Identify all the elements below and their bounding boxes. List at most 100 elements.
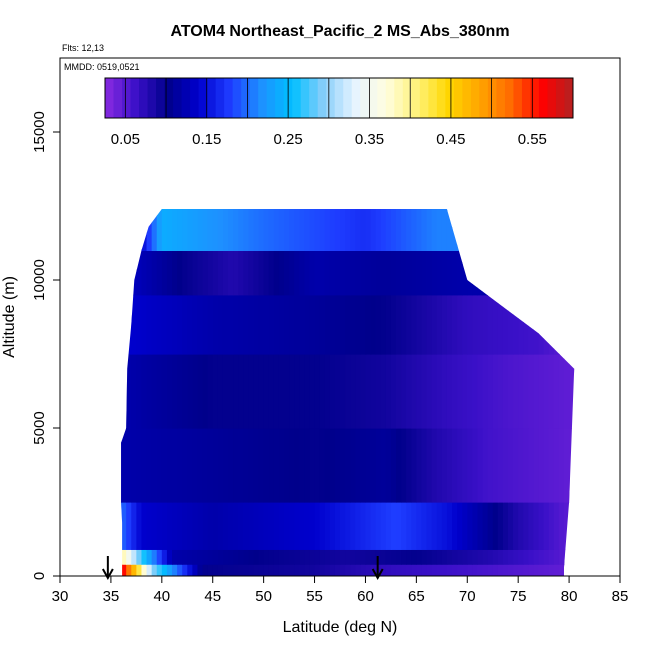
y-tick-label: 10000 bbox=[31, 259, 48, 301]
heatmap-cell bbox=[548, 502, 555, 550]
heatmap-cell bbox=[329, 209, 336, 251]
heatmap-cell bbox=[294, 564, 300, 576]
heatmap-cell bbox=[406, 564, 412, 576]
colorbar-swatch bbox=[343, 78, 353, 118]
heatmap-cell bbox=[309, 294, 316, 355]
heatmap-cell bbox=[319, 250, 326, 296]
heatmap-cell bbox=[385, 354, 392, 429]
heatmap-cell bbox=[136, 549, 143, 565]
heatmap-cell bbox=[558, 502, 565, 550]
heatmap-cell bbox=[202, 250, 209, 296]
heatmap-cell bbox=[564, 294, 570, 355]
heatmap-cell bbox=[528, 502, 535, 550]
heatmap-cell bbox=[197, 294, 204, 355]
heatmap-cell bbox=[273, 294, 280, 355]
heatmap-cell bbox=[212, 502, 219, 550]
chart-title: ATOM4 Northeast_Pacific_2 MS_Abs_380nm bbox=[170, 23, 509, 40]
x-tick-label: 80 bbox=[561, 588, 578, 605]
heatmap-cell bbox=[187, 502, 193, 550]
heatmap-cell bbox=[263, 502, 270, 550]
heatmap-cell bbox=[355, 294, 361, 355]
heatmap-cell bbox=[121, 564, 122, 576]
heatmap-cell bbox=[309, 564, 316, 576]
heatmap-cell bbox=[543, 354, 550, 429]
heatmap-cell bbox=[462, 209, 468, 251]
heatmap-cell bbox=[177, 549, 183, 565]
heatmap-cell bbox=[365, 549, 372, 565]
heatmap-cell bbox=[452, 428, 458, 503]
heatmap-cell bbox=[284, 502, 290, 550]
heatmap-cell bbox=[268, 354, 275, 429]
heatmap-cell bbox=[553, 428, 560, 503]
colorbar-swatch bbox=[105, 78, 115, 118]
heatmap-cell bbox=[309, 250, 316, 296]
heatmap-cell bbox=[487, 209, 494, 251]
heatmap-cell bbox=[258, 250, 265, 296]
heatmap-cell bbox=[345, 564, 351, 576]
heatmap-cell bbox=[314, 564, 321, 576]
heatmap-cell bbox=[457, 428, 463, 503]
heatmap-cell bbox=[121, 209, 127, 251]
colorbar-swatch bbox=[411, 78, 421, 118]
heatmap-cell bbox=[278, 250, 285, 296]
heatmap-cell bbox=[518, 209, 524, 251]
colorbar-swatch bbox=[190, 78, 200, 118]
heatmap-cell bbox=[497, 354, 504, 429]
heatmap-cell bbox=[528, 428, 535, 503]
colorbar-swatch bbox=[385, 78, 395, 118]
heatmap-cell bbox=[294, 250, 300, 296]
heatmap-cell bbox=[238, 428, 244, 503]
heatmap-cell bbox=[166, 354, 173, 429]
y-axis: 0 5000 10000 15000 bbox=[31, 111, 60, 580]
heatmap-cell bbox=[436, 209, 443, 251]
heatmap-cell bbox=[569, 250, 575, 296]
heatmap-cell bbox=[431, 502, 438, 550]
heatmap-cell bbox=[340, 209, 346, 251]
heatmap-cell bbox=[477, 209, 484, 251]
heatmap-cell bbox=[166, 502, 173, 550]
heatmap-cell bbox=[482, 549, 489, 565]
heatmap-cell bbox=[375, 502, 382, 550]
heatmap-cell bbox=[228, 564, 234, 576]
heatmap-cell bbox=[502, 549, 509, 565]
heatmap-cell bbox=[523, 354, 529, 429]
heatmap-cell bbox=[472, 502, 479, 550]
x-tick-label: 60 bbox=[357, 588, 374, 605]
heatmap-cell bbox=[192, 502, 199, 550]
heatmap-cell bbox=[472, 250, 479, 296]
heatmap-cell bbox=[446, 502, 453, 550]
heatmap-cell bbox=[136, 502, 143, 550]
heatmap-cell bbox=[121, 209, 122, 251]
heatmap-cell bbox=[197, 564, 204, 576]
heatmap-cell bbox=[487, 250, 494, 296]
colorbar-swatch bbox=[309, 78, 319, 118]
heatmap-cell bbox=[365, 502, 372, 550]
heatmap-cell bbox=[329, 502, 336, 550]
heatmap-cell bbox=[314, 209, 321, 251]
heatmap-cell bbox=[350, 354, 356, 429]
heatmap-cell bbox=[523, 209, 529, 251]
heatmap-cell bbox=[243, 354, 249, 429]
heatmap-cell bbox=[396, 250, 402, 296]
heatmap-cell bbox=[528, 250, 535, 296]
heatmap-cell bbox=[172, 428, 178, 503]
heatmap-cell bbox=[253, 549, 260, 565]
colorbar-swatch bbox=[419, 78, 429, 118]
heatmap-cell bbox=[243, 250, 249, 296]
heatmap-cell bbox=[141, 354, 148, 429]
colorbar-swatch bbox=[198, 78, 208, 118]
heatmap-cell bbox=[268, 549, 275, 565]
heatmap-cell bbox=[487, 564, 494, 576]
heatmap-cell bbox=[248, 294, 255, 355]
heatmap-cell bbox=[156, 502, 163, 550]
heatmap-cell bbox=[187, 549, 193, 565]
heatmap-cell bbox=[416, 564, 423, 576]
heatmap-cell bbox=[497, 209, 504, 251]
colorbar-tick-label: 0.25 bbox=[274, 131, 303, 148]
heatmap-cell bbox=[126, 502, 132, 550]
heatmap-cell bbox=[146, 428, 153, 503]
heatmap-cell bbox=[238, 294, 244, 355]
heatmap-cell bbox=[314, 250, 321, 296]
heatmap-cell bbox=[289, 209, 295, 251]
colorbar-swatch bbox=[147, 78, 157, 118]
